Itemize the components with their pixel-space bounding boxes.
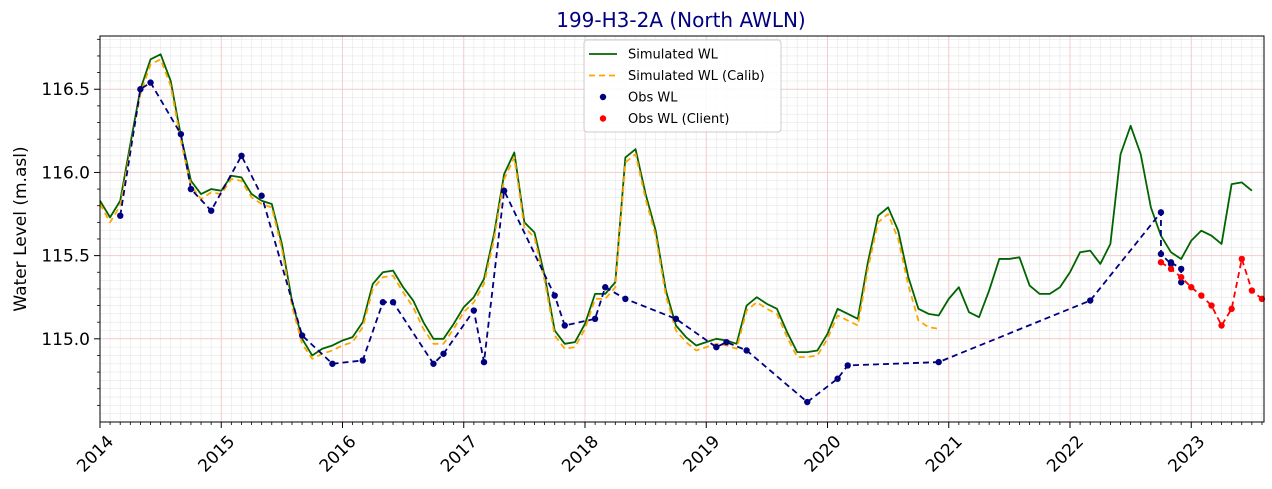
legend-entry: Simulated WL (Calib) bbox=[628, 69, 765, 84]
series-point-3 bbox=[1188, 284, 1195, 291]
series-point-2 bbox=[500, 187, 508, 194]
series-point-3 bbox=[1238, 255, 1246, 263]
series-point-2 bbox=[1177, 265, 1185, 273]
series-point-2 bbox=[713, 343, 720, 351]
series-point-2 bbox=[207, 207, 215, 214]
series-point-2 bbox=[258, 192, 265, 199]
legend-marker bbox=[599, 115, 607, 122]
series-point-2 bbox=[187, 185, 195, 193]
legend-entry: Obs WL bbox=[628, 91, 678, 106]
series-layer bbox=[99, 53, 1266, 406]
series-point-2 bbox=[379, 299, 387, 306]
y-tick-label: 116.5 bbox=[41, 80, 90, 100]
series-point-2 bbox=[480, 358, 488, 366]
series-point-3 bbox=[1198, 292, 1205, 299]
series-point-2 bbox=[622, 295, 629, 303]
legend-marker bbox=[599, 93, 607, 101]
series-point-3 bbox=[1157, 259, 1165, 266]
plot-frame bbox=[99, 35, 1265, 423]
series-point-2 bbox=[551, 292, 558, 299]
series-point-2 bbox=[723, 338, 730, 346]
series-point-2 bbox=[440, 350, 447, 357]
series-point-2 bbox=[591, 315, 599, 323]
series-point-2 bbox=[935, 358, 942, 366]
legend-entry: Obs WL (Client) bbox=[628, 112, 729, 127]
series-point-3 bbox=[1248, 287, 1256, 294]
series-point-2 bbox=[147, 79, 154, 86]
series-point-2 bbox=[672, 315, 680, 323]
chart-title: 199-H3-2A (North AWLN) bbox=[556, 8, 806, 32]
series-point-3 bbox=[1208, 302, 1215, 309]
series-point-2 bbox=[359, 357, 366, 364]
series-point-2 bbox=[1177, 279, 1185, 286]
series-point-2 bbox=[117, 212, 124, 219]
series-point-2 bbox=[1157, 250, 1165, 258]
series-point-3 bbox=[1228, 305, 1235, 313]
series-point-2 bbox=[844, 362, 851, 369]
series-point-2 bbox=[430, 360, 437, 367]
series-line-3 bbox=[1160, 258, 1263, 327]
series-point-2 bbox=[1087, 297, 1094, 304]
legend: Simulated WL Simulated WL (Calib) Obs WL Ob… bbox=[583, 39, 782, 133]
series-point-2 bbox=[298, 332, 306, 339]
y-tick-label: 116.0 bbox=[41, 163, 90, 183]
series-point-2 bbox=[1167, 259, 1175, 266]
y-tick-label: 115.5 bbox=[41, 247, 90, 267]
series-point-2 bbox=[177, 130, 185, 138]
series-point-2 bbox=[834, 375, 841, 382]
series-point-2 bbox=[238, 152, 245, 159]
series-point-2 bbox=[743, 347, 750, 354]
series-point-2 bbox=[389, 299, 397, 306]
series-point-2 bbox=[804, 398, 811, 406]
y-axis-label: Water Level (m.asl) bbox=[11, 146, 31, 311]
series-point-3 bbox=[1218, 322, 1225, 329]
series-point-3 bbox=[1167, 265, 1175, 273]
series-point-2 bbox=[470, 307, 478, 314]
series-point-2 bbox=[602, 284, 609, 291]
series-point-2 bbox=[329, 360, 336, 367]
series-point-2 bbox=[1157, 209, 1165, 216]
legend-box bbox=[583, 39, 782, 133]
series-point-3 bbox=[1177, 274, 1185, 281]
y-tick-label: 115.0 bbox=[41, 330, 90, 350]
series-point-2 bbox=[561, 322, 568, 329]
series-line-1 bbox=[99, 58, 939, 360]
series-line-2 bbox=[119, 81, 1183, 403]
legend-entry: Simulated WL bbox=[628, 48, 719, 63]
series-point-2 bbox=[137, 86, 144, 93]
